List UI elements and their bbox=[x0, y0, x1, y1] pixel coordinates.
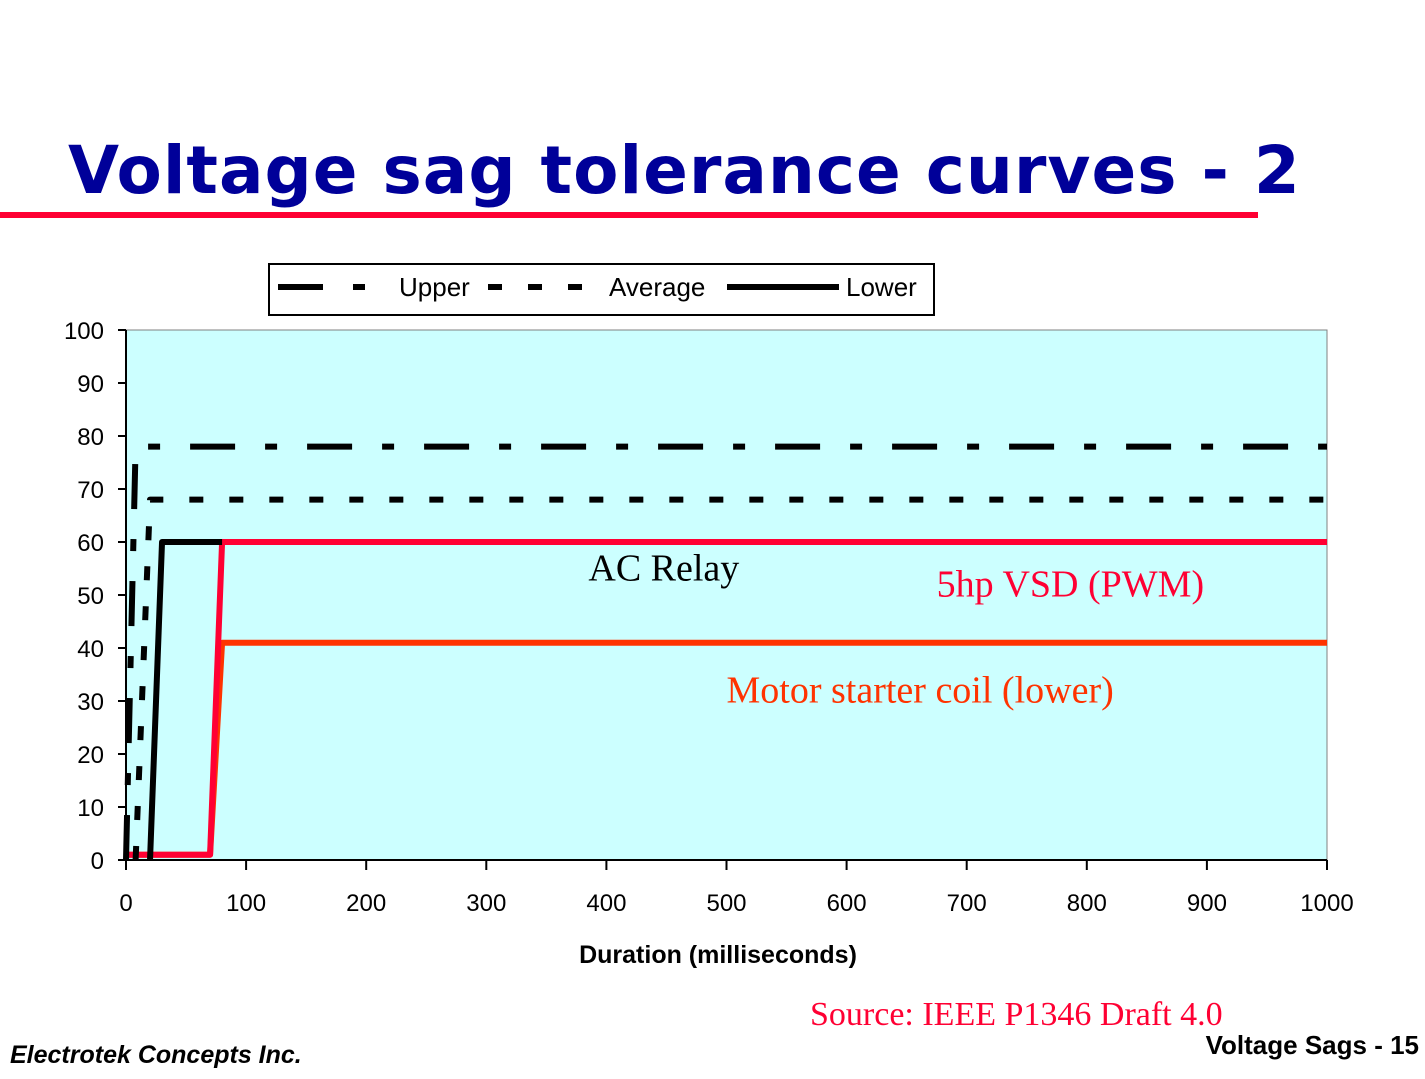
x-tick-label: 300 bbox=[466, 890, 506, 917]
series-line-curve-3 bbox=[126, 539, 1327, 858]
y-tick-label: 90 bbox=[77, 371, 104, 398]
annotation-label: Motor starter coil (lower) bbox=[727, 669, 1114, 711]
x-tick-label: 100 bbox=[226, 890, 266, 917]
y-tick-label: 30 bbox=[77, 689, 104, 716]
title-underline bbox=[0, 212, 1258, 218]
slide-label: Voltage Sags - 15 bbox=[1205, 1030, 1419, 1060]
annotation-label: AC Relay bbox=[588, 548, 739, 590]
annotation-label: 5hp VSD (PWM) bbox=[937, 563, 1204, 605]
legend: Upper Average Lower bbox=[268, 263, 935, 316]
y-tick-label: 50 bbox=[77, 583, 104, 610]
y-tick-label: 0 bbox=[91, 848, 104, 875]
series-line-average bbox=[132, 496, 1327, 861]
y-tick-label: 60 bbox=[77, 530, 104, 557]
legend-label-average: Average bbox=[609, 272, 705, 302]
series-line-upper bbox=[123, 443, 1327, 861]
plot-area bbox=[125, 329, 1328, 861]
y-tick-label: 10 bbox=[77, 795, 104, 822]
x-axis-label: Duration (milliseconds) bbox=[579, 941, 857, 969]
y-tick-label: 70 bbox=[77, 477, 104, 504]
x-tick-label: 600 bbox=[827, 890, 867, 917]
x-tick-label: 900 bbox=[1187, 890, 1227, 917]
slide-title: Voltage sag tolerance curves - 2 bbox=[68, 132, 1301, 209]
x-tick-label: 800 bbox=[1067, 890, 1107, 917]
x-tick-label: 400 bbox=[586, 890, 626, 917]
legend-label-upper: Upper bbox=[399, 272, 470, 302]
y-tick-label: 40 bbox=[77, 636, 104, 663]
x-tick-label: 500 bbox=[706, 890, 746, 917]
company-name: Electrotek Concepts Inc. bbox=[10, 1041, 302, 1069]
x-tick-label: 1000 bbox=[1300, 890, 1353, 917]
y-tick-label: 100 bbox=[64, 318, 104, 345]
series-line-lower bbox=[147, 539, 223, 861]
x-tick-label: 700 bbox=[947, 890, 987, 917]
x-tick-label: 0 bbox=[119, 890, 132, 917]
y-tick-label: 20 bbox=[77, 742, 104, 769]
x-tick-label: 200 bbox=[346, 890, 386, 917]
legend-label-lower: Lower bbox=[846, 272, 917, 302]
y-tick-label: 80 bbox=[77, 424, 104, 451]
source-note: Source: IEEE P1346 Draft 4.0 bbox=[810, 996, 1223, 1033]
